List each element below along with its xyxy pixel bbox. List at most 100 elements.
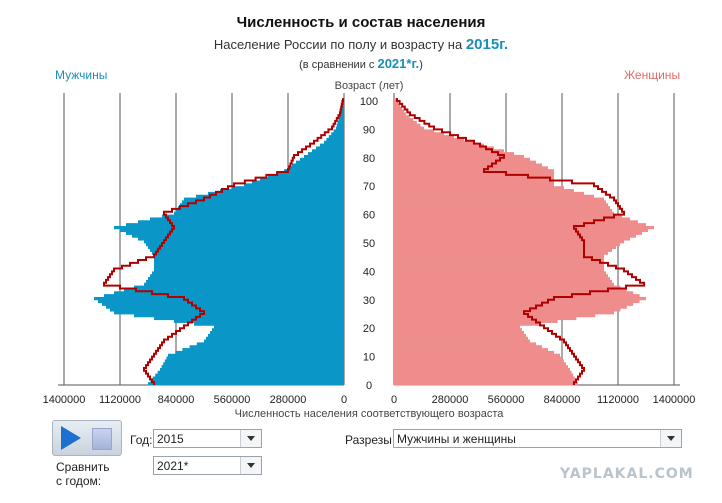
men-bar bbox=[244, 183, 344, 187]
men-bar bbox=[336, 126, 344, 130]
age-tick-label: 100 bbox=[360, 96, 378, 108]
men-bar bbox=[132, 234, 344, 238]
women-bar bbox=[394, 348, 548, 352]
subtitle-prefix: Население России по полу и возрасту на bbox=[213, 37, 463, 52]
women-bar bbox=[394, 302, 634, 306]
women-bar bbox=[394, 172, 554, 176]
women-bar bbox=[394, 126, 424, 130]
women-bar bbox=[394, 262, 604, 267]
women-bar bbox=[394, 194, 594, 198]
men-bar bbox=[304, 154, 344, 159]
men-bar bbox=[144, 282, 344, 286]
men-bar bbox=[184, 197, 344, 201]
men-bar bbox=[204, 339, 344, 343]
men-bar bbox=[206, 336, 344, 340]
men-bar bbox=[102, 302, 344, 306]
women-bar bbox=[394, 251, 608, 255]
women-bar bbox=[394, 157, 530, 162]
men-bar bbox=[146, 243, 344, 247]
men-bar bbox=[126, 231, 344, 235]
men-bar bbox=[210, 331, 344, 335]
women-bar bbox=[394, 359, 564, 363]
men-bar bbox=[98, 299, 344, 304]
women-bar bbox=[394, 333, 526, 338]
women-bar bbox=[394, 101, 398, 105]
men-bar bbox=[182, 200, 344, 204]
men-bar bbox=[126, 223, 344, 227]
men-bar bbox=[252, 180, 344, 184]
women-bar bbox=[394, 160, 536, 164]
slice-select[interactable]: Мужчины и женщины bbox=[393, 429, 682, 448]
year-select[interactable]: 2015 bbox=[153, 429, 262, 448]
women-bar bbox=[394, 356, 562, 360]
men-bar bbox=[276, 172, 344, 176]
women-bar bbox=[394, 288, 627, 292]
men-bar bbox=[300, 157, 344, 162]
women-bar bbox=[394, 166, 548, 170]
compare-caption: (в сравнении с 2021*г.) bbox=[0, 56, 722, 71]
chevron-down-icon[interactable] bbox=[240, 430, 261, 447]
men-bar bbox=[308, 152, 344, 156]
women-bar bbox=[394, 325, 520, 329]
play-icon[interactable] bbox=[61, 426, 81, 450]
men-bar bbox=[168, 353, 344, 357]
men-bar bbox=[189, 345, 344, 349]
age-tick-label: 10 bbox=[363, 352, 375, 364]
women-bar bbox=[394, 268, 604, 272]
women-bar bbox=[394, 291, 634, 295]
men-bar bbox=[155, 373, 344, 377]
women-bar bbox=[394, 379, 577, 383]
men-bar bbox=[150, 379, 344, 383]
men-axis-tick-label: 840000 bbox=[158, 394, 195, 406]
men-bar bbox=[162, 214, 344, 218]
slice-label: Разрезы: bbox=[345, 433, 396, 447]
women-bar bbox=[394, 217, 630, 221]
women-bar bbox=[394, 214, 622, 218]
women-bar bbox=[394, 336, 528, 340]
men-bar bbox=[154, 316, 344, 321]
men-bar bbox=[94, 296, 344, 301]
chevron-down-icon[interactable] bbox=[660, 430, 681, 447]
women-label: Женщины bbox=[624, 68, 681, 82]
women-bar bbox=[394, 328, 522, 332]
women-bar bbox=[394, 211, 614, 215]
women-axis-tick-label: 280000 bbox=[432, 394, 469, 406]
women-bar bbox=[394, 322, 539, 326]
women-bar bbox=[394, 311, 614, 315]
men-bar bbox=[340, 109, 344, 113]
men-bar bbox=[154, 265, 344, 269]
women-bar bbox=[394, 146, 494, 150]
women-bar bbox=[394, 376, 575, 380]
women-bar bbox=[394, 137, 464, 142]
men-bar bbox=[166, 356, 344, 360]
women-bar bbox=[394, 243, 620, 247]
men-bar bbox=[154, 260, 344, 264]
chevron-down-icon[interactable] bbox=[240, 457, 261, 474]
women-bar bbox=[394, 331, 524, 335]
compare-year-select[interactable]: 2021* bbox=[153, 456, 262, 475]
women-bar bbox=[394, 345, 542, 349]
men-bar bbox=[292, 163, 344, 167]
women-axis-tick-label: 560000 bbox=[488, 394, 525, 406]
men-bar bbox=[154, 254, 344, 258]
women-bar bbox=[394, 197, 604, 201]
age-tick-label: 50 bbox=[363, 238, 375, 250]
men-bar bbox=[178, 206, 344, 210]
women-bar bbox=[394, 120, 417, 125]
women-bar bbox=[394, 314, 596, 318]
women-bar bbox=[394, 129, 434, 133]
women-bar bbox=[394, 362, 566, 366]
women-bar bbox=[394, 154, 524, 159]
women-bar bbox=[394, 382, 578, 386]
compare-year: 2021*г. bbox=[377, 56, 420, 71]
men-bar bbox=[160, 367, 344, 372]
men-bar bbox=[341, 106, 344, 110]
women-bar bbox=[394, 342, 536, 346]
women-bar bbox=[394, 174, 554, 179]
age-tick-label: 70 bbox=[363, 181, 375, 193]
stop-icon[interactable] bbox=[92, 428, 112, 450]
women-bar bbox=[394, 319, 558, 323]
men-bar bbox=[146, 279, 344, 284]
playback-controls bbox=[52, 420, 122, 456]
